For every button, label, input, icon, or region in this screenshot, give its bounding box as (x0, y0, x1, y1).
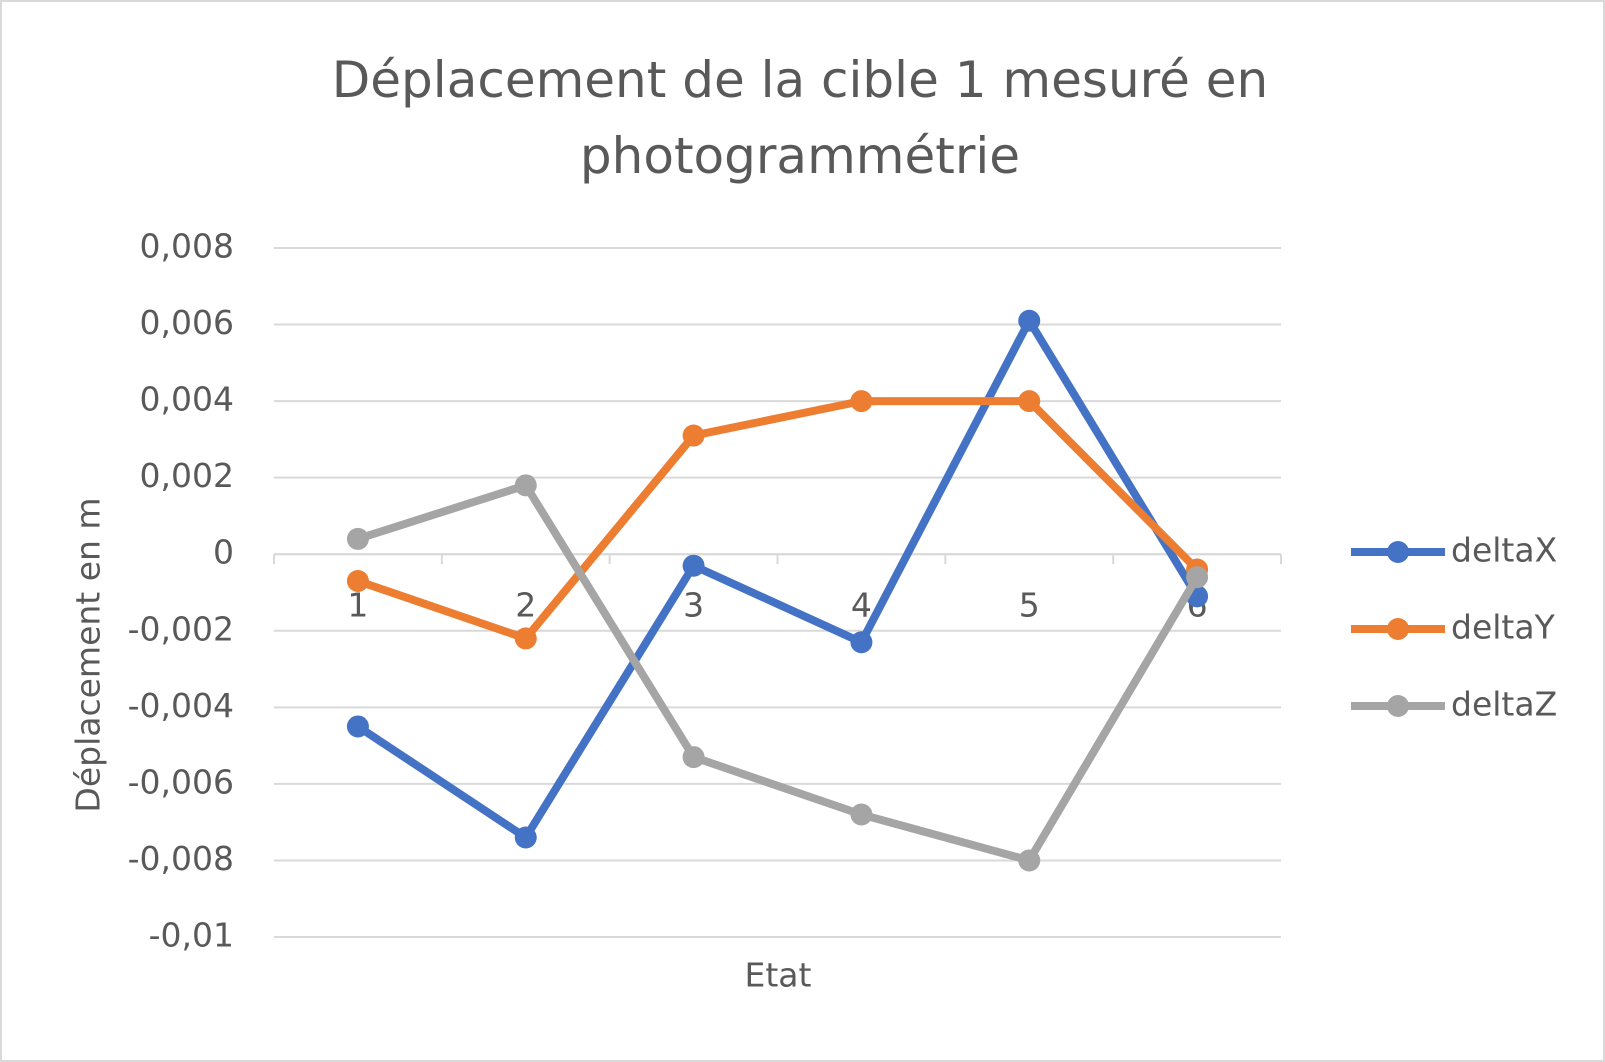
data-point (1018, 390, 1041, 413)
legend-swatch-marker (1387, 695, 1409, 717)
series-line (356, 481, 1201, 865)
data-point (346, 715, 369, 738)
series-line (356, 397, 1200, 643)
data-point (1186, 566, 1209, 589)
x-tick-label: 4 (851, 586, 872, 625)
data-point (1018, 849, 1041, 872)
x-axis-label: Etat (745, 956, 812, 995)
legend-swatch-marker (1387, 541, 1409, 563)
data-point (682, 554, 705, 577)
data-point (514, 474, 537, 497)
y-tick-label: -0,004 (128, 686, 234, 725)
y-tick-label: 0,002 (140, 456, 234, 495)
data-point (682, 746, 705, 769)
y-axis-label: Déplacement en m (69, 497, 108, 812)
data-point (850, 631, 873, 654)
x-tick-label: 5 (1019, 586, 1040, 625)
data-point (514, 826, 537, 849)
y-tick-label: 0,008 (140, 227, 234, 266)
data-point (850, 390, 873, 413)
legend-label: deltaX (1451, 531, 1557, 570)
y-tick-label: 0,006 (140, 303, 234, 342)
chart-title: Déplacement de la cible 1 mesuré en phot… (331, 51, 1269, 185)
x-tick-label: 3 (683, 586, 704, 625)
data-point (346, 527, 369, 550)
y-tick-label: 0 (213, 533, 234, 572)
y-tick-label: 0,004 (140, 380, 234, 419)
data-point (1018, 309, 1041, 332)
data-point (682, 424, 705, 447)
data-point (346, 570, 369, 593)
legend-label: deltaZ (1451, 685, 1557, 724)
y-tick-label: -0,008 (128, 839, 234, 878)
y-tick-label: -0,002 (128, 609, 234, 648)
legend-swatch-marker (1387, 618, 1409, 640)
x-tick-label: 1 (347, 586, 368, 625)
data-point (850, 803, 873, 826)
series-line (355, 316, 1201, 842)
data-point (514, 627, 537, 650)
y-tick-label: -0,006 (128, 762, 234, 801)
legend-label: deltaY (1451, 608, 1556, 647)
y-tick-label: -0,01 (149, 916, 234, 955)
x-tick-label: 2 (515, 586, 536, 625)
